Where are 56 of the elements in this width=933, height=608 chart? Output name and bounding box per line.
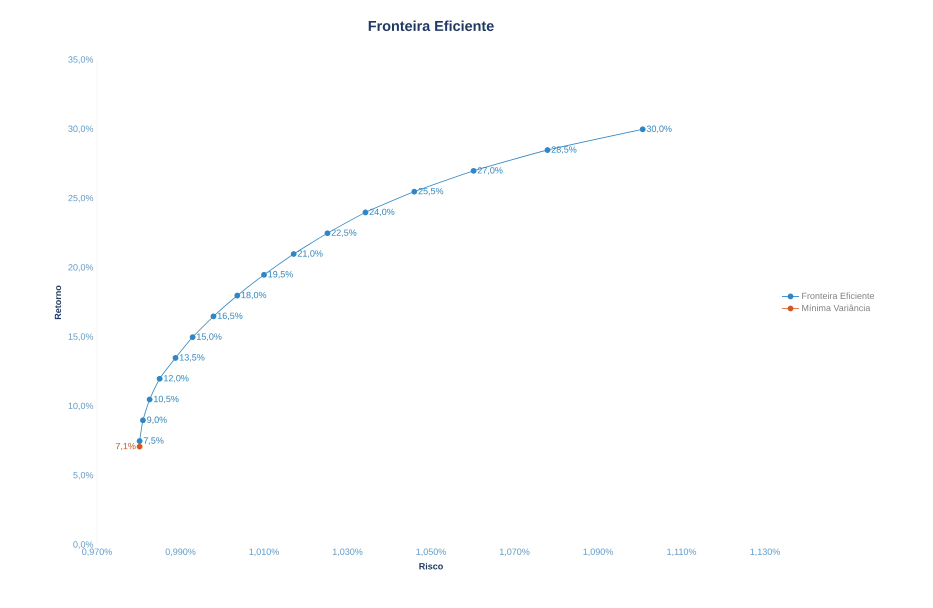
- data-label: 21,0%: [298, 250, 323, 258]
- data-label: 24,0%: [370, 208, 394, 216]
- point: [324, 230, 330, 236]
- data-label: 16,5%: [218, 312, 242, 320]
- x-tick-label: 1,090%: [583, 548, 613, 556]
- point: [544, 147, 550, 153]
- data-label: 27,0%: [478, 167, 503, 175]
- point: [136, 438, 142, 444]
- y-tick-label: 10,0%: [68, 402, 94, 410]
- y-tick-label: 15,0%: [68, 333, 94, 341]
- data-label: 19,5%: [268, 271, 293, 278]
- point: [146, 396, 153, 402]
- point: [290, 251, 297, 257]
- data-label: 7,5%: [144, 437, 164, 445]
- point: [136, 444, 142, 450]
- x-tick-label: 0,990%: [166, 548, 196, 556]
- data-label: 7,1%: [116, 442, 136, 450]
- data-label: 10,5%: [154, 396, 179, 404]
- point: [261, 272, 267, 278]
- x-tick-label: 1,050%: [416, 548, 446, 556]
- point: [210, 313, 216, 320]
- y-tick-label: 25,0%: [68, 194, 94, 202]
- legend-label: Fronteira Eficiente: [802, 292, 874, 300]
- x-tick-label: 1,130%: [750, 548, 780, 556]
- x-tick-label: 1,070%: [500, 548, 530, 556]
- y-tick-label: 5,0%: [73, 472, 94, 480]
- data-label: 22,5%: [332, 229, 356, 237]
- chart-title: Fronteira Eficiente: [368, 20, 494, 32]
- data-label: 25,5%: [418, 188, 444, 196]
- point: [172, 355, 178, 361]
- y-tick-label: 20,0%: [68, 264, 94, 272]
- point: [470, 168, 476, 174]
- y-tick-label: 0,0%: [73, 541, 94, 549]
- x-axis-title: Risco: [419, 562, 443, 570]
- data-label: 30,0%: [646, 126, 672, 133]
- point: [362, 210, 368, 216]
- point: [190, 334, 196, 340]
- data-label: 9,0%: [147, 416, 167, 424]
- data-label: 28,5%: [552, 146, 576, 154]
- data-label: 15,0%: [197, 333, 222, 341]
- data-label: 12,0%: [164, 374, 189, 382]
- data-label: 18,0%: [242, 292, 266, 300]
- point: [140, 417, 146, 424]
- x-tick-label: 1,110%: [667, 548, 696, 556]
- y-tick-label: 35,0%: [68, 56, 94, 64]
- x-tick-label: 1,030%: [332, 548, 362, 556]
- y-axis-title: Retorno: [54, 286, 62, 320]
- point: [411, 188, 418, 195]
- x-tick-label: 1,010%: [249, 548, 279, 556]
- x-tick-label: 0,970%: [82, 548, 112, 556]
- point: [156, 376, 163, 382]
- point: [234, 292, 240, 298]
- y-tick-label: 30,0%: [68, 126, 94, 133]
- legend-label: Mínima Variância: [802, 304, 870, 312]
- point: [640, 126, 646, 132]
- data-label: 13,5%: [180, 354, 204, 362]
